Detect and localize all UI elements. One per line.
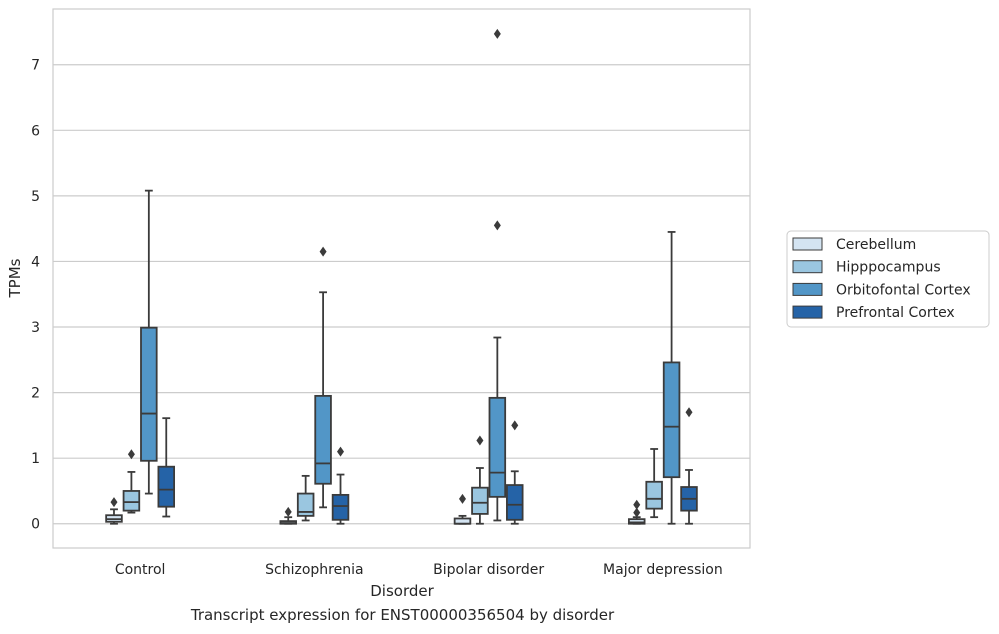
box-orbitofontal-cortex — [662, 231, 681, 525]
y-tick-label: 0 — [31, 517, 40, 533]
outlier-point — [127, 449, 135, 460]
outlier-point — [493, 220, 501, 231]
box-prefrontal-cortex — [680, 407, 698, 525]
box-prefrontal-cortex — [157, 417, 176, 518]
legend-swatch — [792, 260, 823, 274]
outlier-point — [476, 435, 484, 446]
box-body — [157, 465, 176, 508]
outlier-point — [337, 446, 345, 457]
plot-frame — [52, 8, 751, 549]
legend-label: Hipppocampus — [836, 260, 941, 276]
x-axis-label: Disorder — [370, 582, 434, 600]
box-hipppocampus — [471, 435, 489, 525]
legend-label: Cerebellum — [836, 237, 916, 253]
box-body — [122, 490, 141, 512]
outlier-point — [633, 507, 641, 518]
x-tick-label: Control — [115, 562, 166, 578]
box-body — [662, 361, 681, 479]
legend-swatch — [792, 237, 823, 251]
outlier-point — [493, 28, 501, 39]
x-tick-label: Bipolar disorder — [433, 562, 544, 578]
box-body — [296, 492, 315, 517]
y-tick-labels: 0 1 2 3 4 5 6 7 — [31, 58, 40, 533]
box-prefrontal-cortex — [506, 420, 524, 525]
x-tick-label: Major depression — [603, 562, 723, 578]
figure-caption: Transcript expression for ENST0000035650… — [190, 606, 615, 624]
y-tick-label: 4 — [31, 254, 40, 270]
legend-frame — [786, 230, 990, 328]
outlier-point — [319, 246, 327, 257]
box-cerebellum — [279, 506, 297, 525]
y-tick-label: 6 — [31, 123, 40, 139]
box-cerebellum — [627, 499, 646, 525]
box-hipppocampus — [296, 474, 315, 522]
y-tick-label: 1 — [31, 451, 40, 467]
box-body — [331, 493, 350, 521]
box-body — [471, 486, 489, 515]
box-orbitofontal-cortex — [314, 246, 332, 509]
outlier-point — [458, 493, 466, 504]
legend: Cerebellum Hipppocampus Orbitofontal Corte… — [786, 230, 990, 328]
legend-label: Orbitofontal Cortex — [836, 282, 971, 298]
y-tick-label: 2 — [31, 386, 40, 402]
box-cerebellum — [105, 497, 123, 525]
box-orbitofontal-cortex — [140, 189, 158, 495]
outlier-point — [633, 499, 641, 510]
box-cerebellum — [453, 493, 472, 525]
x-tick-labels: Control Schizophrenia Bipolar disorder Majo… — [115, 562, 723, 578]
y-axis-label: TPMs — [6, 258, 24, 298]
box-body — [645, 480, 663, 510]
boxes — [105, 28, 698, 525]
outlier-point — [685, 407, 693, 418]
box-orbitofontal-cortex — [488, 28, 507, 522]
legend-swatch — [792, 282, 823, 296]
y-tick-label: 3 — [31, 320, 40, 336]
box-body — [488, 396, 507, 498]
y-tick-label: 5 — [31, 189, 40, 205]
box-body — [140, 326, 158, 462]
box-hipppocampus — [645, 448, 663, 519]
legend-swatch — [792, 305, 823, 319]
outlier-point — [110, 497, 118, 508]
outlier-point — [511, 420, 519, 431]
legend-label: Prefrontal Cortex — [836, 305, 955, 321]
box-body — [314, 394, 332, 485]
x-tick-label: Schizophrenia — [265, 562, 363, 578]
y-tick-label: 7 — [31, 58, 40, 74]
box-hipppocampus — [122, 449, 141, 514]
outlier-point — [284, 506, 292, 517]
grid-lines — [53, 64, 750, 525]
box-body — [506, 484, 524, 521]
box-body — [627, 518, 646, 525]
box-prefrontal-cortex — [331, 446, 350, 525]
